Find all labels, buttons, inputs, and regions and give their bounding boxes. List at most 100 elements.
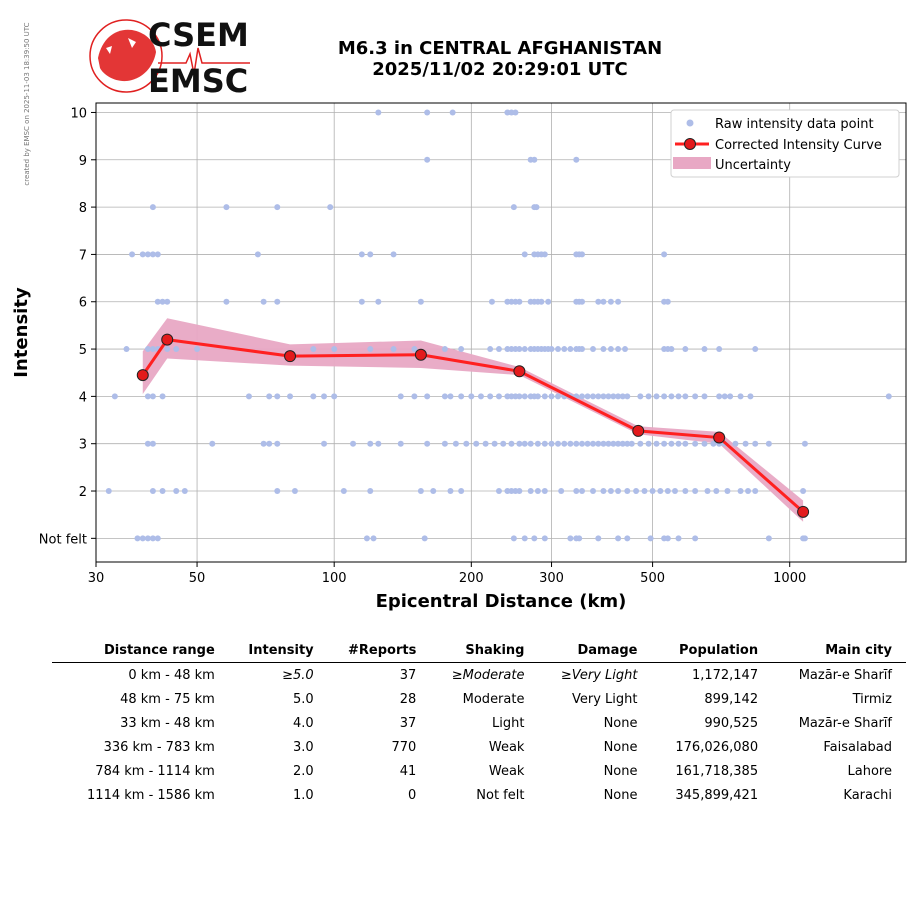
x-axis-label: Epicentral Distance (km)	[376, 591, 627, 612]
raw-data-point	[675, 393, 682, 400]
raw-data-point	[579, 298, 586, 305]
raw-data-point	[732, 440, 739, 447]
raw-data-point	[661, 251, 668, 258]
raw-data-point	[358, 251, 365, 258]
table-row: 48 km - 75 km 5.0 28 Moderate Very Light 899,…	[52, 687, 906, 711]
raw-data-point	[573, 488, 580, 495]
y-tick-label: Not felt	[39, 532, 87, 547]
raw-data-point	[716, 346, 723, 353]
x-tick-label: 200	[459, 571, 484, 586]
raw-data-point	[615, 393, 622, 400]
raw-data-point	[624, 535, 631, 542]
raw-data-point	[159, 298, 166, 305]
raw-data-point	[488, 298, 495, 305]
raw-data-point	[765, 440, 772, 447]
table-cell: 2.0	[292, 763, 314, 779]
raw-data-point	[310, 346, 317, 353]
raw-data-point	[710, 440, 717, 447]
raw-data-point	[495, 488, 502, 495]
raw-data-point	[590, 393, 597, 400]
raw-data-point	[411, 393, 418, 400]
table-cell: 990,525	[704, 715, 759, 731]
raw-data-point	[752, 440, 759, 447]
raw-data-point	[223, 298, 230, 305]
raw-data-point	[579, 488, 586, 495]
raw-data-point	[619, 393, 626, 400]
raw-data-point	[615, 440, 622, 447]
chart-title-line2: 2025/11/02 20:29:01 UTC	[372, 59, 628, 80]
intensity-table: Distance range Intensity #Reports Shaking Da…	[52, 640, 906, 807]
raw-data-point	[327, 204, 334, 211]
table-cell: 1,172,147	[691, 667, 759, 683]
table-cell: 899,142	[704, 691, 759, 707]
raw-data-point	[287, 393, 294, 400]
raw-data-point	[579, 440, 586, 447]
raw-data-point	[397, 393, 404, 400]
raw-data-point	[331, 393, 338, 400]
raw-data-point	[500, 440, 507, 447]
raw-data-point	[139, 251, 146, 258]
raw-data-point	[668, 440, 675, 447]
table-cell: Mazār-e Sharīf	[798, 715, 892, 731]
raw-data-point	[441, 393, 448, 400]
raw-data-point	[521, 346, 528, 353]
raw-data-point	[595, 440, 602, 447]
table-cell: Karachi	[843, 787, 892, 803]
raw-data-point	[675, 535, 682, 542]
y-tick-label: 3	[79, 438, 87, 453]
raw-data-point	[607, 346, 614, 353]
raw-data-point	[363, 535, 370, 542]
raw-data-point	[657, 488, 664, 495]
raw-data-point	[661, 393, 668, 400]
table-cell: 4.0	[292, 715, 314, 731]
raw-data-point	[600, 393, 607, 400]
raw-data-point	[555, 393, 562, 400]
raw-data-point	[477, 393, 484, 400]
legend-uncertainty-swatch	[673, 157, 711, 169]
raw-data-point	[274, 204, 281, 211]
raw-data-point	[531, 535, 538, 542]
raw-data-point	[417, 488, 424, 495]
raw-data-point	[668, 346, 675, 353]
raw-data-point	[692, 488, 699, 495]
table-cell: 176,026,080	[675, 739, 759, 755]
raw-data-point	[724, 488, 731, 495]
raw-data-point	[144, 346, 151, 353]
raw-data-point	[637, 440, 644, 447]
raw-data-point	[447, 488, 454, 495]
raw-data-point	[579, 346, 586, 353]
x-tick-label: 1000	[773, 571, 806, 586]
raw-data-point	[584, 440, 591, 447]
raw-data-point	[716, 393, 723, 400]
table-cell: 41	[399, 763, 417, 779]
raw-data-point	[350, 440, 357, 447]
raw-data-point	[154, 535, 161, 542]
raw-data-point	[647, 535, 654, 542]
raw-data-point	[800, 488, 807, 495]
raw-data-point	[664, 535, 671, 542]
raw-data-point	[664, 298, 671, 305]
raw-data-point	[209, 440, 216, 447]
raw-data-point	[541, 488, 548, 495]
chart-title: M6.3 in CENTRAL AFGHANISTAN 2025/11/02 2…	[290, 38, 710, 80]
column-header: Main city	[772, 640, 906, 663]
table-row: 336 km - 783 km 3.0 770 Weak None 176,026,080…	[52, 735, 906, 759]
raw-data-point	[545, 298, 552, 305]
raw-data-point	[567, 440, 574, 447]
legend-raw-marker	[686, 119, 694, 127]
raw-data-point	[661, 440, 668, 447]
raw-data-point	[573, 440, 580, 447]
raw-data-point	[495, 346, 502, 353]
raw-data-point	[624, 393, 631, 400]
raw-data-point	[561, 440, 568, 447]
raw-data-point	[447, 393, 454, 400]
column-header: Intensity	[228, 640, 328, 663]
raw-data-point	[534, 488, 541, 495]
raw-data-point	[595, 393, 602, 400]
raw-data-point	[548, 393, 555, 400]
raw-data-point	[105, 488, 112, 495]
raw-data-point	[752, 346, 759, 353]
curve-marker	[713, 431, 726, 444]
y-tick-label: 4	[79, 390, 87, 405]
raw-data-point	[149, 488, 156, 495]
